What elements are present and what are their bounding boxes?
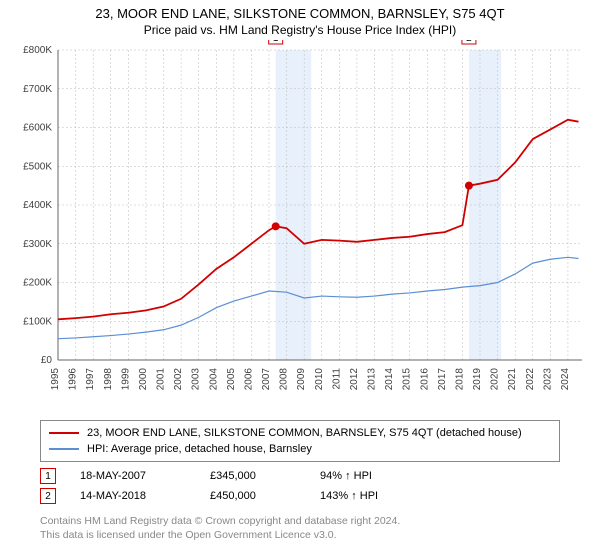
svg-text:£400K: £400K (23, 200, 52, 211)
svg-text:£700K: £700K (23, 84, 52, 95)
svg-text:2008: 2008 (279, 368, 290, 391)
svg-text:£300K: £300K (23, 239, 52, 250)
footer-attribution: Contains HM Land Registry data © Crown c… (40, 515, 560, 542)
sale-annotation-num: 1 (40, 468, 56, 484)
legend: 23, MOOR END LANE, SILKSTONE COMMON, BAR… (40, 420, 560, 462)
sale-annotation-num: 2 (40, 488, 56, 504)
svg-text:£500K: £500K (23, 161, 52, 172)
svg-text:2019: 2019 (472, 368, 483, 391)
svg-text:2014: 2014 (384, 368, 395, 391)
svg-text:2011: 2011 (331, 368, 342, 390)
svg-text:2016: 2016 (419, 368, 430, 391)
svg-text:£800K: £800K (23, 45, 52, 56)
svg-text:1996: 1996 (68, 368, 79, 391)
svg-text:2021: 2021 (507, 368, 518, 391)
svg-text:£600K: £600K (23, 123, 52, 134)
chart-title: 23, MOOR END LANE, SILKSTONE COMMON, BAR… (0, 0, 600, 21)
sale-date: 18-MAY-2007 (80, 470, 210, 482)
svg-text:1998: 1998 (103, 368, 114, 391)
svg-text:2: 2 (466, 40, 472, 44)
svg-text:2015: 2015 (402, 368, 413, 391)
sale-row: 1 18-MAY-2007 £345,000 94% ↑ HPI (40, 466, 560, 486)
svg-text:£0: £0 (41, 355, 53, 366)
chart-container: 23, MOOR END LANE, SILKSTONE COMMON, BAR… (0, 0, 600, 560)
svg-text:2020: 2020 (490, 368, 501, 391)
sales-table: 1 18-MAY-2007 £345,000 94% ↑ HPI 2 14-MA… (40, 466, 560, 506)
footer-line: Contains HM Land Registry data © Crown c… (40, 515, 560, 529)
svg-text:2007: 2007 (261, 368, 272, 391)
svg-text:2006: 2006 (243, 368, 254, 391)
sale-date: 14-MAY-2018 (80, 490, 210, 502)
svg-text:2000: 2000 (138, 368, 149, 391)
svg-text:2018: 2018 (454, 368, 465, 391)
svg-text:2005: 2005 (226, 368, 237, 391)
legend-swatch (49, 448, 79, 450)
svg-text:2012: 2012 (349, 368, 360, 391)
svg-text:2009: 2009 (296, 368, 307, 391)
chart-subtitle: Price paid vs. HM Land Registry's House … (0, 21, 600, 37)
svg-text:2023: 2023 (542, 368, 553, 391)
svg-text:2013: 2013 (367, 368, 378, 391)
legend-label: HPI: Average price, detached house, Barn… (87, 443, 312, 455)
line-chart-svg: £0 £100K £200K £300K £400K £500K £600K £700K £80… (10, 40, 590, 410)
svg-text:1995: 1995 (50, 368, 61, 391)
sale-row: 2 14-MAY-2018 £450,000 143% ↑ HPI (40, 486, 560, 506)
sale-price: £345,000 (210, 470, 320, 482)
svg-text:£200K: £200K (23, 278, 52, 289)
footer-line: This data is licensed under the Open Gov… (40, 529, 560, 543)
legend-item: 23, MOOR END LANE, SILKSTONE COMMON, BAR… (49, 425, 551, 441)
svg-text:2001: 2001 (156, 368, 167, 391)
legend-item: HPI: Average price, detached house, Barn… (49, 441, 551, 457)
sale-price: £450,000 (210, 490, 320, 502)
svg-text:2002: 2002 (173, 368, 184, 391)
sale-hpi: 143% ↑ HPI (320, 490, 430, 502)
svg-text:£100K: £100K (23, 316, 52, 327)
svg-text:2010: 2010 (314, 368, 325, 391)
legend-label: 23, MOOR END LANE, SILKSTONE COMMON, BAR… (87, 427, 522, 439)
svg-text:2024: 2024 (560, 368, 571, 391)
legend-swatch (49, 432, 79, 434)
sale-hpi: 94% ↑ HPI (320, 470, 430, 482)
svg-text:2003: 2003 (191, 368, 202, 391)
svg-text:2017: 2017 (437, 368, 448, 391)
svg-text:1997: 1997 (85, 368, 96, 391)
svg-text:2004: 2004 (208, 368, 219, 391)
svg-text:2022: 2022 (525, 368, 536, 391)
chart-plot-area: £0 £100K £200K £300K £400K £500K £600K £700K £80… (10, 40, 590, 410)
svg-text:1999: 1999 (120, 368, 131, 391)
svg-text:1: 1 (273, 40, 279, 44)
